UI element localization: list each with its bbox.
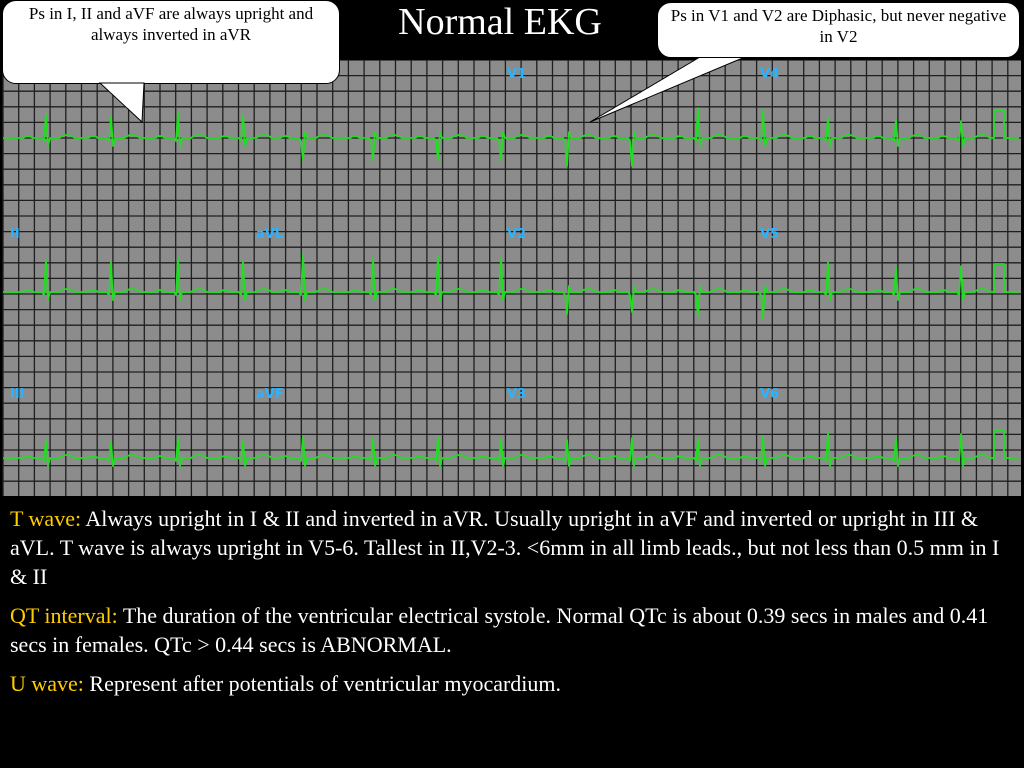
- callout-right-pointer: [589, 56, 746, 123]
- ekg-grid: IaVRV1V4IIaVLV2V5IIIaVFV3V6: [2, 60, 1021, 496]
- ekg-trace: [3, 107, 1019, 167]
- ekg-trace: [3, 253, 1019, 319]
- lead-label: V1: [507, 67, 526, 82]
- note-term: QT interval:: [10, 603, 118, 628]
- note-u-wave: U wave: Represent after potentials of ve…: [10, 669, 1014, 698]
- callout-p-waves-v1-v2: Ps in V1 and V2 are Diphasic, but never …: [657, 2, 1020, 58]
- note-term: T wave:: [10, 506, 82, 531]
- lead-label: aVF: [256, 387, 284, 402]
- callout-right-text: Ps in V1 and V2 are Diphasic, but never …: [670, 6, 1007, 46]
- callout-p-waves-limb-leads: Ps in I, II and aVF are always upright a…: [2, 0, 340, 84]
- ekg-gridlines: [2, 60, 1021, 496]
- lead-label: aVL: [256, 227, 283, 242]
- callout-left-text: Ps in I, II and aVF are always upright a…: [28, 4, 314, 44]
- note-term: U wave:: [10, 671, 84, 696]
- lead-label: V2: [507, 227, 526, 242]
- lead-label: V4: [760, 67, 779, 82]
- notes: T wave: Always upright in I & II and inv…: [10, 504, 1014, 708]
- note-text: Always upright in I & II and inverted in…: [10, 506, 1000, 589]
- callout-pointers: [98, 56, 746, 124]
- lead-label: V6: [760, 387, 779, 402]
- ekg-strip: IaVRV1V4IIaVLV2V5IIIaVFV3V6: [0, 60, 1024, 496]
- lead-label: V5: [760, 227, 779, 242]
- ekg-trace: [3, 429, 1019, 467]
- page-title: Normal EKG: [398, 1, 602, 43]
- lead-label: III: [10, 387, 25, 402]
- note-t-wave: T wave: Always upright in I & II and inv…: [10, 504, 1014, 591]
- note-text: Represent after potentials of ventricula…: [89, 671, 562, 696]
- callout-left-pointer: [98, 82, 145, 124]
- lead-label: II: [10, 227, 20, 242]
- lead-label: V3: [507, 387, 526, 402]
- note-text: The duration of the ventricular electric…: [10, 603, 989, 657]
- note-qt-interval: QT interval: The duration of the ventric…: [10, 601, 1014, 659]
